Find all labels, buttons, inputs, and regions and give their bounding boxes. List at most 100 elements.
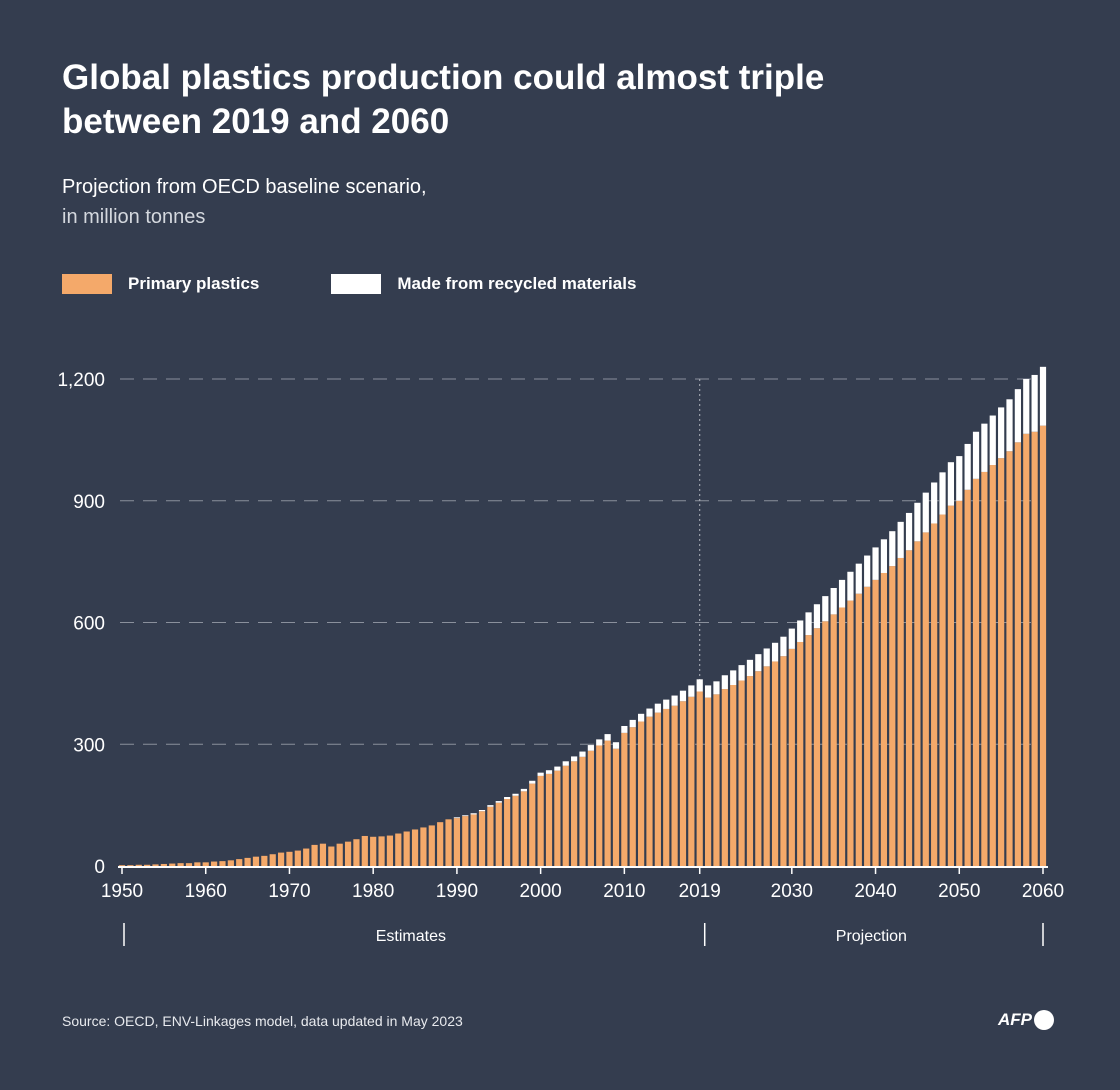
legend-label-recycled: Made from recycled materials — [397, 274, 637, 293]
bar-recycled-1992 — [470, 813, 477, 815]
x-tick-label: 2050 — [938, 881, 980, 902]
bar-recycled-2041 — [880, 539, 888, 573]
x-tick-label: 2030 — [771, 881, 813, 902]
bar-primary-1992 — [470, 814, 477, 866]
bar-recycled-2029 — [780, 636, 787, 657]
bar-primary-2050 — [956, 500, 963, 866]
bar-primary-2027 — [763, 666, 770, 866]
bar-recycled-2021 — [713, 681, 720, 695]
bar-primary-2040 — [872, 579, 879, 866]
bar-recycled-2027 — [763, 648, 770, 667]
bar-primary-2054 — [989, 465, 996, 866]
bar-primary-1969 — [277, 852, 285, 866]
legend-swatch-recycled — [331, 274, 382, 294]
bar-primary-2056 — [1006, 451, 1013, 866]
bar-primary-1955 — [160, 863, 167, 866]
bar-primary-2044 — [905, 550, 913, 866]
bar-recycled-2049 — [947, 462, 954, 506]
period-label-projection: Projection — [836, 928, 907, 945]
bar-primary-1951 — [127, 865, 134, 866]
bar-recycled-2036 — [838, 579, 846, 608]
bar-primary-1999 — [529, 783, 536, 866]
bar-primary-2033 — [813, 628, 821, 866]
bar-recycled-2050 — [956, 456, 963, 501]
bar-primary-1994 — [487, 806, 494, 866]
bar-primary-1958 — [185, 863, 193, 866]
bar-primary-1962 — [219, 861, 226, 866]
bar-primary-1984 — [403, 831, 410, 866]
bar-primary-2048 — [939, 514, 946, 866]
bar-primary-2002 — [554, 770, 561, 866]
x-tick-label: 1950 — [101, 881, 143, 902]
bar-recycled-2020 — [704, 685, 712, 698]
bar-primary-1995 — [495, 802, 502, 866]
bar-primary-2032 — [805, 635, 812, 866]
bar-primary-2030 — [788, 648, 795, 866]
bar-primary-2043 — [897, 557, 904, 866]
bar-primary-1952 — [135, 864, 142, 866]
x-tick-label: 1990 — [436, 881, 478, 902]
bar-primary-2034 — [822, 621, 829, 866]
bar-recycled-2058 — [1023, 379, 1030, 434]
bar-primary-2008 — [604, 740, 611, 866]
bar-recycled-2013 — [646, 708, 653, 717]
bar-recycled-2006 — [587, 745, 594, 751]
bar-primary-2014 — [654, 712, 661, 866]
bar-primary-2018 — [688, 696, 695, 866]
bar-primary-2012 — [638, 721, 645, 866]
bar-primary-1961 — [211, 861, 218, 866]
bar-recycled-2054 — [989, 415, 996, 466]
bar-recycled-1991 — [462, 815, 469, 817]
legend-item-recycled: Made from recycled materials — [331, 274, 636, 294]
y-tick-label: 0 — [94, 857, 105, 878]
bar-primary-2059 — [1031, 431, 1038, 866]
bar-primary-2049 — [947, 505, 954, 866]
bar-recycled-1995 — [495, 801, 502, 803]
afp-logo: AFP — [998, 1010, 1054, 1030]
bar-recycled-2022 — [721, 675, 728, 690]
bar-primary-1982 — [386, 835, 394, 866]
bar-primary-1971 — [294, 850, 301, 866]
subtitle-unit: in million tonnes — [62, 206, 206, 228]
bar-primary-1979 — [361, 835, 368, 866]
bar-primary-2037 — [847, 600, 854, 866]
bar-recycled-2060 — [1039, 366, 1047, 426]
bar-primary-2024 — [738, 680, 745, 866]
bar-recycled-2016 — [671, 695, 678, 706]
bar-primary-1978 — [353, 839, 360, 866]
bar-recycled-2002 — [554, 766, 561, 771]
bar-recycled-2010 — [621, 725, 628, 733]
bar-recycled-2000 — [537, 772, 544, 776]
bar-primary-2023 — [730, 684, 737, 866]
bar-primary-2053 — [981, 471, 988, 866]
bar-recycled-1996 — [504, 797, 511, 800]
bar-recycled-2015 — [663, 699, 670, 709]
bar-recycled-2009 — [612, 742, 620, 749]
y-tick-label: 900 — [73, 492, 105, 513]
bar-recycled-2005 — [579, 751, 586, 757]
bar-primary-1956 — [169, 863, 176, 866]
bar-primary-1973 — [311, 844, 318, 866]
bar-primary-1966 — [252, 856, 260, 866]
bar-recycled-2044 — [905, 512, 913, 551]
period-label-estimates: Estimates — [376, 928, 446, 945]
bar-primary-2025 — [746, 676, 754, 866]
bar-primary-1970 — [286, 851, 293, 866]
bar-recycled-2042 — [889, 531, 896, 567]
bar-recycled-2031 — [797, 620, 804, 642]
y-tick-label: 300 — [73, 735, 105, 756]
bar-primary-1977 — [344, 841, 352, 866]
bar-recycled-2035 — [830, 588, 837, 615]
bar-primary-1972 — [303, 848, 310, 866]
bar-recycled-2017 — [679, 690, 687, 702]
x-tick-label: 2060 — [1022, 881, 1064, 902]
bar-recycled-2043 — [897, 521, 904, 558]
bar-primary-2029 — [780, 656, 787, 866]
bar-recycled-2007 — [596, 739, 603, 746]
bar-primary-2020 — [704, 697, 712, 866]
x-tick-label: 1960 — [185, 881, 227, 902]
legend: Primary plastics Made from recycled mate… — [62, 274, 708, 294]
bar-primary-2015 — [663, 708, 670, 866]
bar-recycled-2051 — [964, 443, 971, 490]
bar-recycled-2001 — [545, 770, 553, 774]
